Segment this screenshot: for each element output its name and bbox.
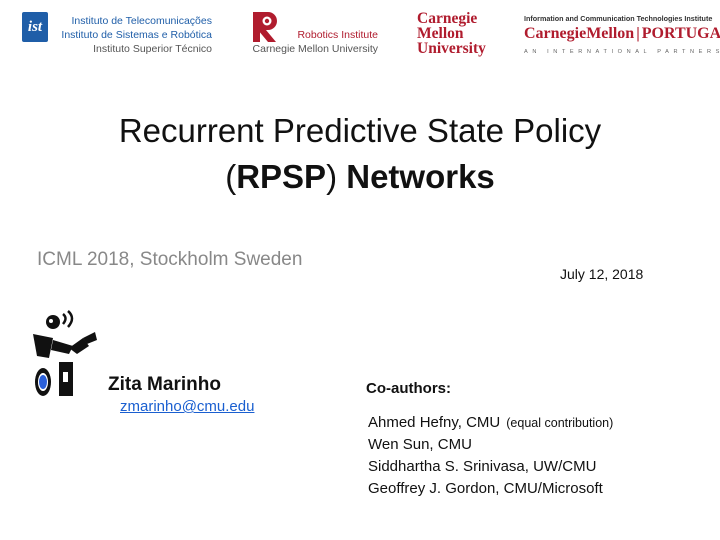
ist-line-3: Instituto Superior Técnico [93, 43, 212, 55]
cmu-portugal-tagline: AN INTERNATIONAL PARTNERSHIP [524, 49, 720, 55]
cmu-portugal-logo: Information and Communication Technologi… [524, 14, 720, 55]
title-networks: Networks [346, 158, 495, 195]
coauthors-label: Co-authors: [366, 380, 451, 397]
ri-line-2: Carnegie Mellon University [252, 43, 378, 55]
cmu-word-2: Mellon [417, 25, 464, 42]
robotics-institute-r-icon [253, 12, 277, 42]
coauthor-item: Geoffrey J. Gordon, CMU/Microsoft [368, 480, 603, 497]
title-acronym: RPSP [236, 158, 327, 195]
ist-line-1: Instituto de Telecomunicações [71, 15, 212, 27]
presenter-email-link[interactable]: zmarinho@cmu.edu [120, 398, 255, 415]
coauthors-list: Ahmed Hefny, CMU (equal contribution) Wen… [368, 412, 613, 500]
cmu-word-3: University [417, 40, 486, 57]
slide-title: Recurrent Predictive State Policy (RPSP)… [0, 108, 720, 200]
coauthor-item: Ahmed Hefny, CMU (equal contribution) [368, 414, 614, 431]
ri-line-1: Robotics Institute [297, 29, 378, 41]
ist-line-2: Instituto de Sistemas e Robótica [61, 29, 212, 41]
venue-text: ICML 2018, Stockholm Sweden [37, 249, 303, 270]
cmu-portugal-brand: CarnegieMellon|PORTUGAL [524, 25, 720, 42]
cmu-portugal-institute: Information and Communication Technologi… [524, 14, 713, 23]
ist-logo-text: Instituto de Telecomunicações Instituto … [52, 14, 212, 56]
robot-avatar-icon [23, 310, 101, 402]
coauthor-item: Wen Sun, CMU [368, 436, 472, 453]
coauthor-item: Siddhartha S. Srinivasa, UW/CMU [368, 458, 597, 475]
ist-logo-badge: ist [22, 12, 48, 42]
robotics-institute-text: Robotics Institute Carnegie Mellon Unive… [236, 28, 378, 56]
date-text: July 12, 2018 [560, 266, 644, 282]
cmu-wordmark-logo: Carnegie Mellon University [417, 10, 486, 57]
coauthor-note: (equal contribution) [506, 416, 614, 430]
cmu-word-1: Carnegie [417, 10, 478, 27]
presenter-name: Zita Marinho [108, 374, 221, 395]
title-line-2: (RPSP) Networks [225, 158, 495, 195]
title-line-1: Recurrent Predictive State Policy [118, 112, 602, 149]
